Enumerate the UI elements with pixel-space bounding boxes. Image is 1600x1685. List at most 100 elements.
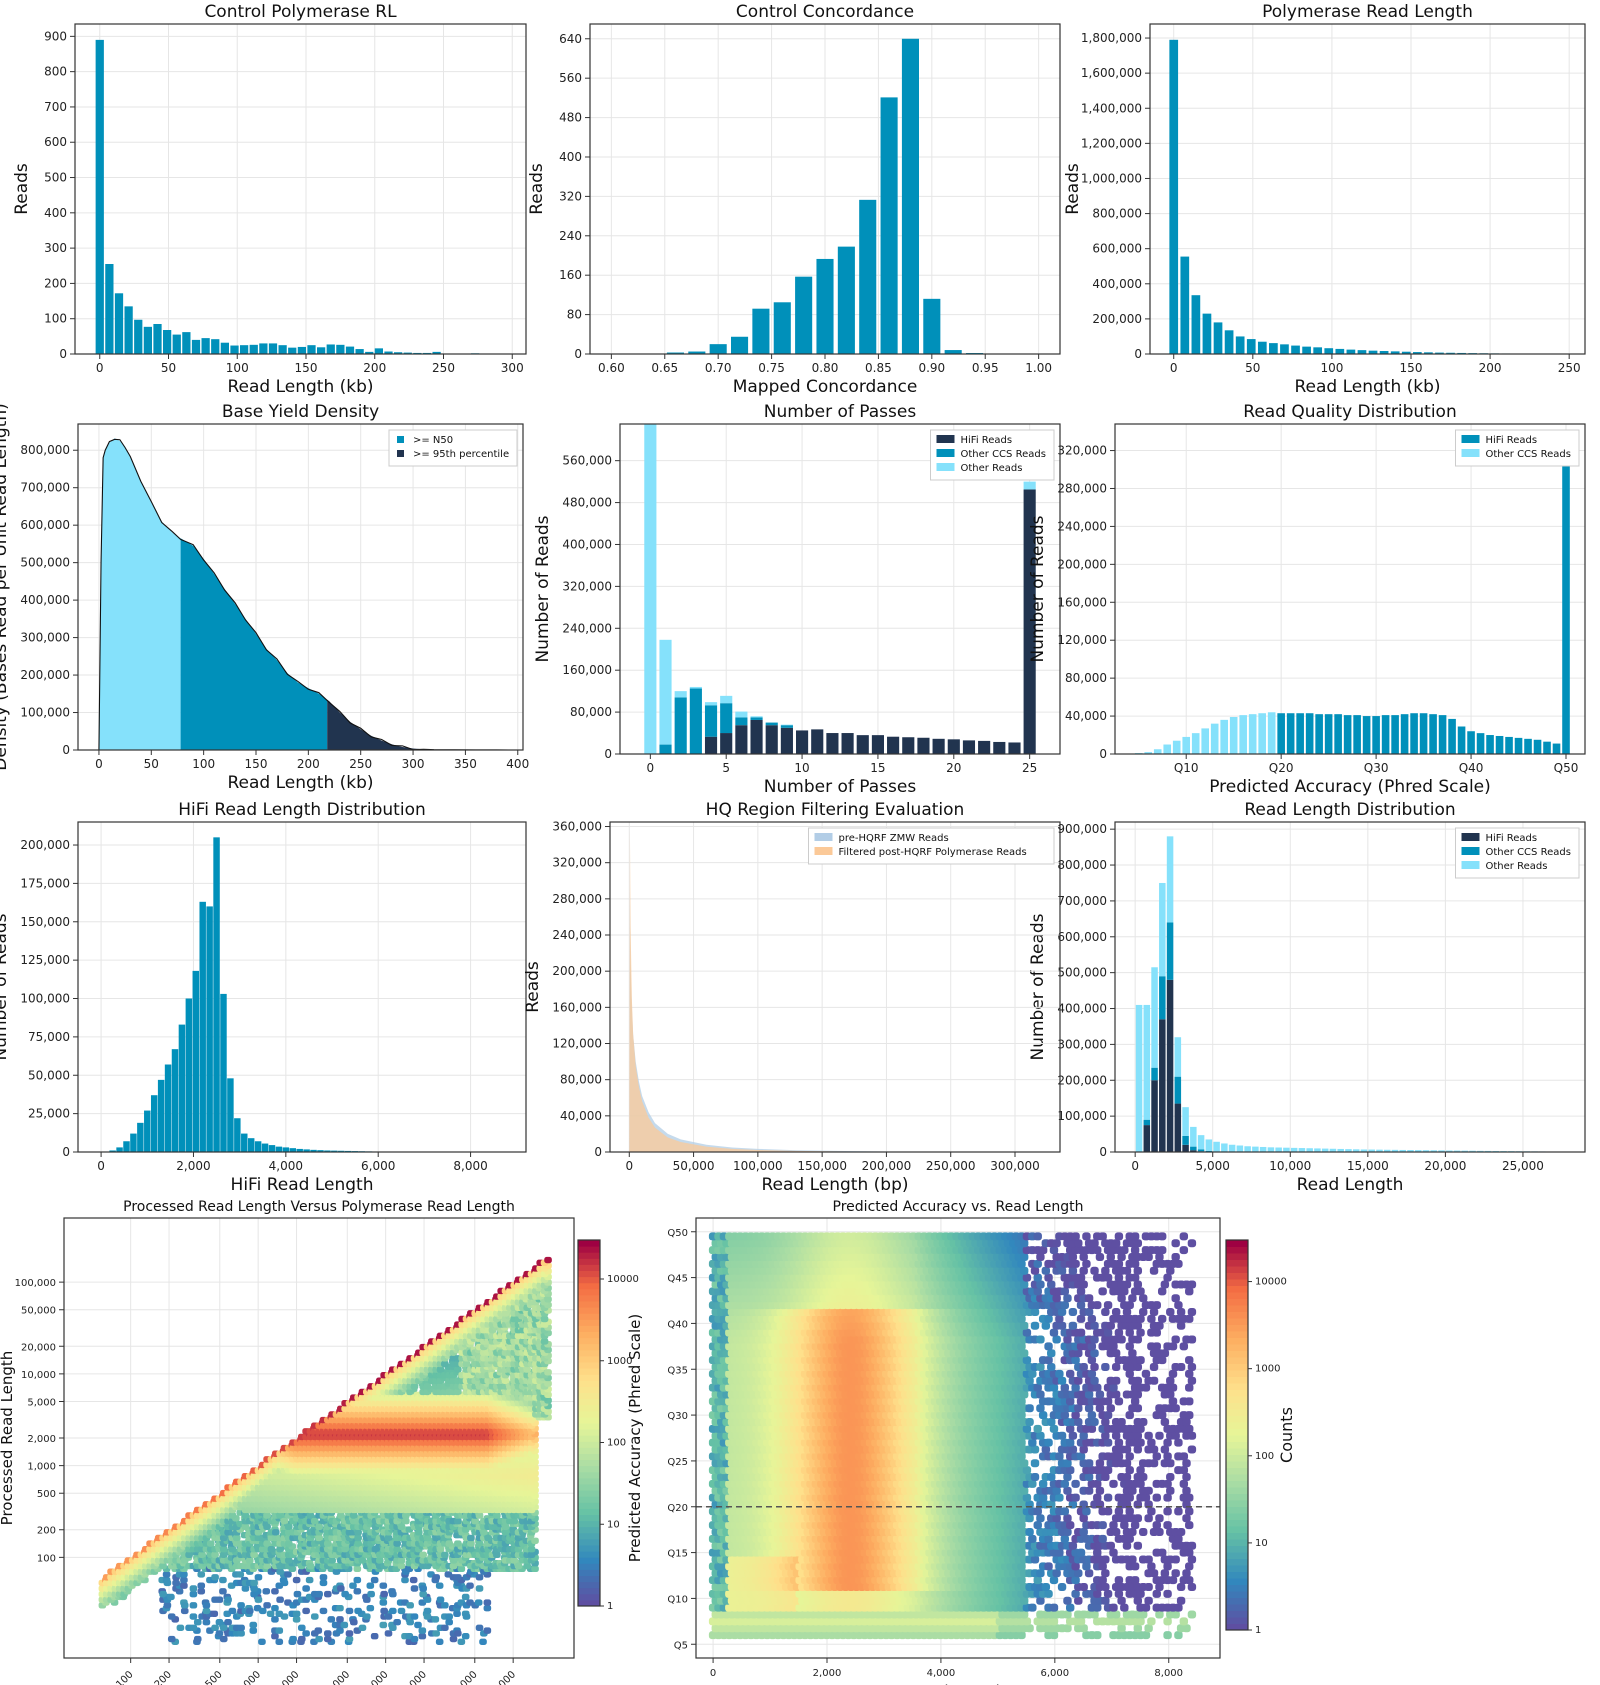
x-tick-label: 50 [144,757,159,771]
y-tick-label: 640 [559,32,582,46]
hexbin-cell [393,1540,401,1547]
hexbin-cell [210,1610,219,1617]
legend-swatch [936,463,955,471]
hexbin-cell [480,1529,488,1536]
hexbin-cell [445,1618,453,1626]
hexbin-cell [467,1545,475,1553]
bar [192,970,200,1152]
bar-other-reads [1352,1149,1360,1152]
bar-other-reads [1298,1148,1306,1152]
bar-hifi-reads [1286,713,1295,754]
bar [171,1049,179,1152]
x-tick-label: 100,000 [733,1159,783,1173]
hexbin-cell [206,1540,215,1547]
bar [220,342,229,354]
hexbin-cell [435,1582,444,1589]
chart-control_concordance: 0.60 0.65 0.70 0.75 0.80 0.85 0.90 0.95 1.000801… [527,2,1061,397]
chart-title: Read Quality Distribution [1243,402,1456,422]
hexbin-cell [228,1607,237,1615]
hexbin-cell [435,1638,444,1646]
hexbin-cell [462,1613,471,1620]
y-axis-label: Reads [523,961,543,1013]
hexbin-cell [250,1585,258,1592]
hexbin-cell [263,1562,271,1570]
hexbin-cell [350,1512,358,1519]
plot-area [98,1256,552,1646]
bar [326,344,335,354]
bar [303,1149,310,1152]
hexbin-cell [250,1579,258,1587]
bar-other-reads [1376,1149,1383,1152]
hexbin-cell [310,1613,319,1620]
chart-title: Read Length Distribution [1244,800,1455,820]
hexbin-cell [180,1607,189,1615]
hexbin-cell [483,1599,492,1606]
bar [164,1064,172,1152]
hexbin-cell [297,1624,306,1632]
hexbin-cell [397,1562,406,1570]
hexbin-cell [475,1540,484,1547]
y-tick-label: 500,000 [1057,966,1107,980]
bar-other-reads [1267,1147,1275,1152]
x-tick-label: Q50 [1554,761,1579,775]
hexbin-cell [337,1512,345,1519]
y-tick-label: 400 [559,150,582,164]
hexbin-cell [454,1517,462,1525]
bar-hifi-reads [1315,714,1323,754]
legend-swatch [936,435,955,443]
bar-hifi-reads [1419,713,1428,754]
y-tick-label: 240 [559,229,582,243]
bar-other-ccs-reads [1143,1119,1151,1126]
hexbin-cell [406,1602,414,1609]
x-tick-label: 0 [96,361,104,375]
y-tick-label: 160,000 [562,663,612,677]
bar [432,351,441,354]
hexbin-cell [275,1638,284,1646]
x-tick-label: 0.80 [812,361,839,375]
x-tick-label: 100 [226,361,249,375]
x-tick-label: 0 [95,757,103,771]
bar-other-ccs-reads [1163,744,1172,754]
bar [837,246,855,354]
bar [153,324,162,354]
hexbin-cell [393,1545,401,1553]
y-tick-label: 300 [44,241,67,255]
y-tick-label: 320 [559,189,582,203]
bar-other-reads [1368,1149,1375,1152]
y-tick-label: 600,000 [20,518,70,532]
x-tick-label: 5 [722,761,730,775]
chart-title: Base Yield Density [222,402,379,422]
y-tick-label: 200,000 [20,838,70,852]
y-tick-label: 160,000 [1057,595,1107,609]
bar [1224,330,1234,354]
hexbin-cell [431,1616,440,1623]
y-tick-label: 1,800,000 [1081,31,1142,45]
hexbin-cell [250,1551,258,1559]
bar-other-ccs-reads [659,744,672,754]
y-axis-label: Number of Reads [533,515,553,662]
hexbin-cell [341,1590,349,1598]
bar-hifi-reads [1533,739,1542,754]
hexbin-cell [354,1534,362,1542]
chart-title: HQ Region Filtering Evaluation [706,800,965,820]
x-tick-label: 300 [402,757,425,771]
bar [1302,346,1311,354]
bar-hifi-reads [1476,733,1485,754]
axis-ticks: 0 50 100 150 200 250 300 350 4000100,000200,0003… [20,443,529,771]
plot-area [98,438,510,751]
y-tick-label: 0 [604,747,612,761]
y-tick-label: 200,000 [1057,557,1107,571]
y-tick-label: 560,000 [562,454,612,468]
x-tick-label: 200 [1479,361,1502,375]
x-tick-label: 150 [295,361,318,375]
x-axis-label: Read Length (bp) [761,1175,908,1195]
hexbin-cell [215,1618,224,1626]
legend-swatch [1461,847,1480,855]
x-tick-label: 200 [297,757,320,771]
y-tick-label: 700,000 [1057,894,1107,908]
bar [1446,352,1455,354]
hexbin-cell [445,1613,453,1620]
hexbin-cell [219,1624,228,1632]
